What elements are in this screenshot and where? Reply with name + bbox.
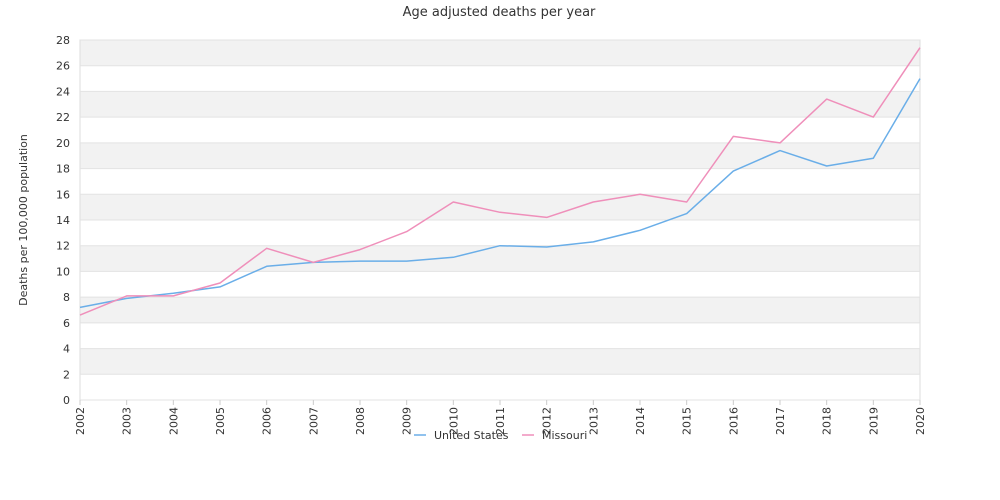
data-point-missouri[interactable]: [637, 191, 643, 197]
data-point-united-states[interactable]: [450, 254, 456, 260]
data-point-united-states[interactable]: [824, 163, 830, 169]
x-tick-label: 2008: [354, 407, 367, 435]
data-point-united-states[interactable]: [497, 243, 503, 249]
data-point-united-states[interactable]: [684, 211, 690, 217]
series-line-united-states: [79, 78, 921, 309]
grid-band: [80, 245, 920, 272]
x-tick-label: 2007: [307, 407, 320, 435]
y-tick-label: 26: [56, 60, 70, 73]
data-point-missouri[interactable]: [450, 199, 456, 205]
y-tick-label: 20: [56, 137, 70, 150]
legend-item-missouri[interactable]: Missouri: [522, 429, 587, 442]
x-tick-label: 2018: [821, 407, 834, 435]
data-point-missouri[interactable]: [77, 312, 83, 318]
data-point-missouri[interactable]: [590, 199, 596, 205]
data-point-missouri[interactable]: [404, 229, 410, 235]
x-tick-label: 2020: [914, 407, 927, 435]
x-tick-label: 2016: [727, 407, 740, 435]
y-tick-label: 8: [63, 291, 70, 304]
data-point-missouri[interactable]: [917, 45, 923, 51]
data-point-missouri[interactable]: [310, 259, 316, 265]
x-tick-label: 2017: [774, 407, 787, 435]
series-layer: [77, 45, 923, 318]
legend-label: United States: [434, 429, 509, 442]
x-tick-label: 2004: [167, 407, 180, 435]
data-point-united-states[interactable]: [264, 263, 270, 269]
y-tick-label: 14: [56, 214, 70, 227]
data-point-missouri[interactable]: [264, 245, 270, 251]
data-point-united-states[interactable]: [544, 244, 550, 250]
y-tick-label: 18: [56, 163, 70, 176]
legend-item-united-states[interactable]: United States: [414, 429, 509, 442]
grid-band: [80, 348, 920, 375]
x-tick-label: 2019: [867, 407, 880, 435]
x-tick-label: 2011: [494, 407, 507, 435]
grid-bands: [80, 40, 920, 375]
data-point-united-states[interactable]: [77, 304, 83, 310]
grid-band: [80, 40, 920, 66]
y-tick-label: 28: [56, 34, 70, 47]
y-tick-label: 2: [63, 368, 70, 381]
x-tick-label: 2015: [681, 407, 694, 435]
data-point-missouri[interactable]: [544, 214, 550, 220]
y-tick-label: 24: [56, 85, 70, 98]
legend-label: Missouri: [542, 429, 587, 442]
x-tick-label: 2009: [401, 407, 414, 435]
data-point-missouri[interactable]: [684, 199, 690, 205]
data-point-missouri[interactable]: [124, 293, 130, 299]
x-tick-label: 2003: [121, 407, 134, 435]
data-point-united-states[interactable]: [357, 258, 363, 264]
data-point-united-states[interactable]: [917, 76, 923, 82]
data-point-united-states[interactable]: [404, 258, 410, 264]
x-tick-label: 2005: [214, 407, 227, 435]
data-point-united-states[interactable]: [777, 148, 783, 154]
data-point-united-states[interactable]: [730, 168, 736, 174]
data-point-missouri[interactable]: [870, 114, 876, 120]
data-point-missouri[interactable]: [777, 140, 783, 146]
x-tick-label: 2010: [447, 407, 460, 435]
grid-band: [80, 194, 920, 220]
data-point-united-states[interactable]: [590, 239, 596, 245]
grid-band: [80, 91, 920, 118]
data-point-united-states[interactable]: [637, 227, 643, 233]
legend[interactable]: United States Missouri: [414, 429, 587, 442]
y-axis-label: Deaths per 100,000 population: [17, 134, 30, 306]
y-tick-label: 16: [56, 188, 70, 201]
data-point-missouri[interactable]: [497, 209, 503, 215]
x-axis-ticks: 2002 2003 2004 2005 2006 2007 2008 2009 2010 2011…: [74, 400, 927, 435]
y-tick-label: 4: [63, 343, 70, 356]
y-tick-label: 12: [56, 240, 70, 253]
grid-band: [80, 142, 920, 169]
data-point-missouri[interactable]: [217, 280, 223, 286]
grid-band: [80, 297, 920, 323]
series-line-missouri: [79, 47, 921, 316]
x-tick-label: 2006: [261, 407, 274, 435]
y-tick-label: 22: [56, 111, 70, 124]
x-tick-label: 2012: [541, 407, 554, 435]
y-tick-label: 6: [63, 317, 70, 330]
data-point-missouri[interactable]: [730, 133, 736, 139]
x-tick-label: 2013: [587, 407, 600, 435]
y-tick-label: 10: [56, 265, 70, 278]
data-point-united-states[interactable]: [870, 155, 876, 161]
data-point-missouri[interactable]: [824, 96, 830, 102]
chart-title: Age adjusted deaths per year: [403, 5, 596, 20]
data-point-missouri[interactable]: [357, 247, 363, 253]
x-tick-label: 2014: [634, 407, 647, 435]
x-tick-label: 2002: [74, 407, 87, 435]
data-point-missouri[interactable]: [170, 293, 176, 299]
y-tick-label: 0: [63, 394, 70, 407]
